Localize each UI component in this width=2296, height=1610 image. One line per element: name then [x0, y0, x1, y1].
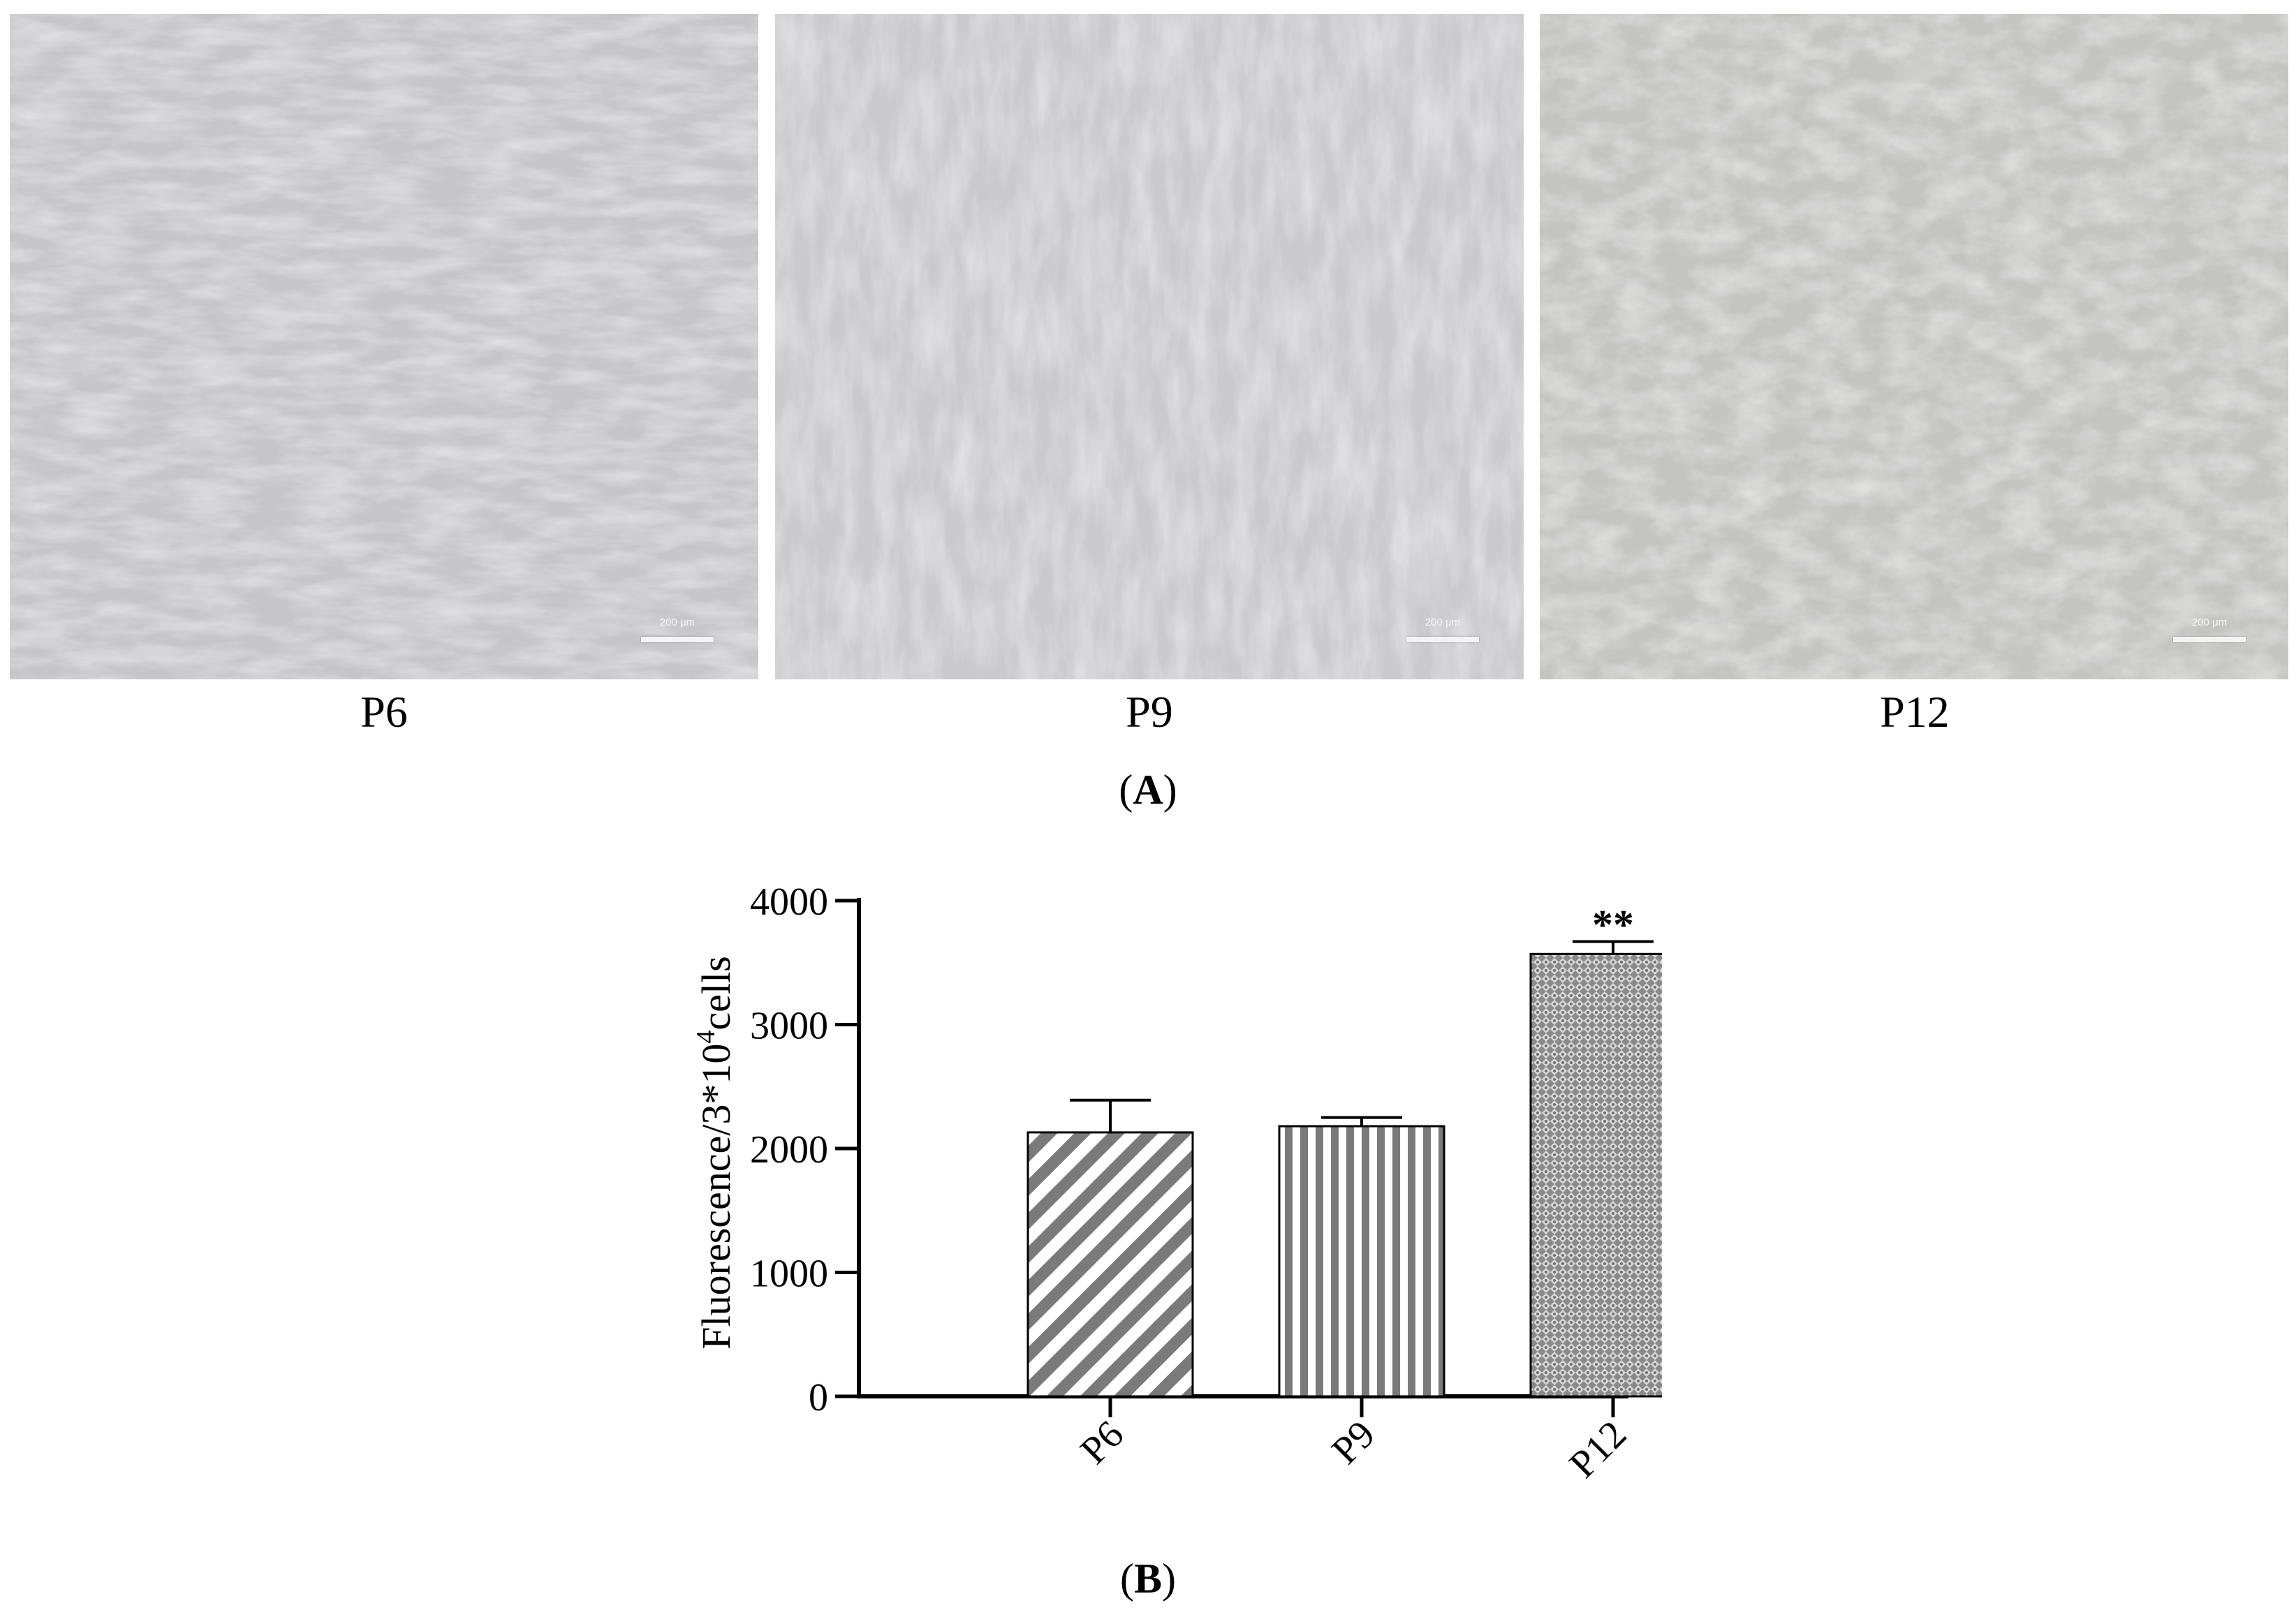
y-axis-label-suffix: cells [693, 956, 739, 1030]
scale-bar-p12 [2173, 637, 2246, 642]
bar-p12 [1529, 952, 1662, 1398]
y-tick-label: 2000 [750, 1128, 828, 1172]
micrograph-p9 [775, 14, 1524, 679]
panel-a-label: (A) [1119, 767, 1177, 813]
scale-bar-label-p12: 200 μm [2191, 616, 2228, 628]
bar-p6 [1026, 1131, 1194, 1398]
scale-bar-p6 [641, 637, 714, 642]
micrograph-p12-image [1540, 14, 2288, 679]
panel-b-label: (B) [1120, 1556, 1176, 1602]
y-axis-label: Fluorescence/3*104cells [691, 956, 739, 1349]
x-tick-label-p12: P12 [1561, 1412, 1635, 1486]
micrograph-p6-image [10, 14, 758, 679]
x-tick-label-p6: P6 [1073, 1412, 1133, 1472]
fluorescence-bar-chart: 01000200030004000Fluorescence/3*104cells… [691, 880, 1662, 1486]
bar-p9 [1278, 1125, 1445, 1398]
significance-label-p12: ** [1592, 902, 1634, 948]
y-axis-label-superscript: 4 [691, 1031, 721, 1044]
micrograph-p6 [10, 14, 758, 679]
micrograph-caption-p6: P6 [360, 687, 408, 737]
micrograph-p9-image [775, 14, 1524, 679]
scale-bar-label-p9: 200 μm [1425, 616, 1461, 628]
x-tick-label-p9: P9 [1324, 1412, 1384, 1472]
micrograph-p12 [1540, 14, 2288, 679]
scale-bar-label-p6: 200 μm [659, 616, 696, 628]
y-tick-label: 0 [809, 1376, 828, 1419]
micrograph-caption-p12: P12 [1880, 687, 1950, 737]
y-tick-label: 1000 [750, 1253, 828, 1296]
y-axis-label-main: Fluorescence/3*10 [693, 1044, 739, 1350]
y-tick-label: 4000 [750, 880, 828, 924]
y-tick-label: 3000 [750, 1005, 828, 1048]
panel-b-letter: B [1133, 1556, 1163, 1602]
scale-bar-p9 [1406, 637, 1479, 642]
micrograph-caption-p9: P9 [1126, 687, 1173, 737]
panel-a-letter: A [1133, 767, 1163, 813]
